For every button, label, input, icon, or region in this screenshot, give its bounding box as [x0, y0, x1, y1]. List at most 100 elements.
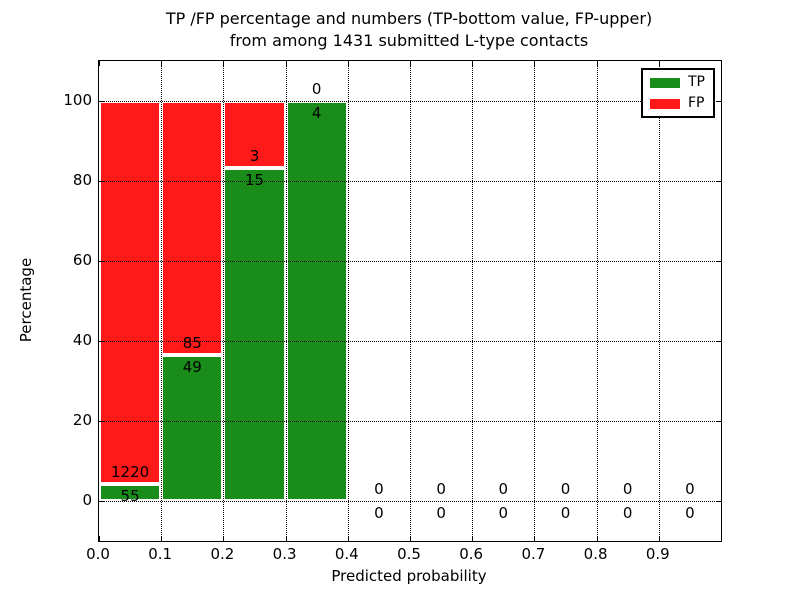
x-tick: [161, 536, 163, 541]
y-tick-label: 100: [63, 91, 92, 109]
bar-tp-segment: [161, 354, 224, 501]
y-tick: [99, 261, 104, 262]
v-gridline: [534, 61, 536, 541]
v-gridline: [285, 61, 287, 541]
legend-fp-label: FP: [688, 95, 705, 111]
y-tick-right: [716, 261, 721, 262]
x-tick: [410, 536, 411, 541]
x-tick: [596, 536, 598, 541]
bar-count-labels-layer: 1220 55 85 49 3 15 0 4 0 0 0 0 0 0 0 0 0 0 0 0: [99, 61, 721, 541]
x-tick-top: [534, 61, 536, 66]
tp-count-label: 55: [120, 486, 140, 505]
tp-count-label: 0: [685, 504, 695, 522]
v-gridline: [472, 61, 474, 541]
ticks-layer: [99, 61, 721, 541]
plot-area: 1220 55 85 49 3 15 0 4 0 0 0 0 0 0 0 0 0 0 0 0 TP FP: [98, 60, 722, 542]
x-tick-label: 0.1: [148, 545, 173, 563]
y-tick-label: 60: [72, 251, 92, 269]
fp-count-label: 85: [182, 333, 202, 352]
v-gridline: [223, 61, 225, 541]
tp-count-label: 0: [498, 504, 509, 522]
fp-count-label: 0: [374, 480, 384, 498]
x-tick-label: 0.7: [521, 545, 546, 563]
tp-count-label: 4: [311, 104, 322, 122]
bar-tp-segment: [285, 101, 348, 501]
x-tick: [99, 536, 100, 541]
legend-tp-swatch: [650, 77, 680, 88]
v-gridline: [410, 61, 411, 541]
x-tick-label: 0.5: [397, 545, 421, 563]
x-tick-label: 0.9: [645, 545, 670, 563]
x-tick: [285, 536, 287, 541]
y-tick: [99, 501, 104, 502]
x-axis-label: Predicted probability: [331, 567, 487, 585]
chart-title-line2: from among 1431 submitted L-type contact…: [229, 31, 589, 50]
x-tick: [658, 536, 660, 541]
y-tick-right: [716, 181, 721, 182]
legend: TP FP: [641, 68, 715, 118]
chart-title: TP /FP percentage and numbers (TP-bottom…: [98, 8, 720, 52]
x-tick-top: [161, 61, 163, 66]
bars-layer: [99, 61, 721, 541]
tp-count-label: 0: [374, 504, 384, 522]
y-tick-right: [716, 421, 721, 422]
tp-count-label: 49: [182, 357, 202, 376]
y-tick: [99, 181, 104, 182]
x-tick-top: [596, 61, 598, 66]
tp-count-label: 0: [622, 504, 633, 522]
x-tick: [223, 536, 225, 541]
fp-count-label: 3: [249, 146, 260, 165]
y-tick-right: [716, 101, 721, 102]
y-tick-right: [716, 501, 721, 502]
x-tick-label: 0.0: [86, 545, 110, 563]
y-tick: [99, 341, 104, 342]
fp-count-label: 0: [311, 80, 322, 98]
x-tick-top: [410, 61, 411, 66]
x-tick-label: 0.3: [272, 545, 297, 563]
tp-count-label: 0: [436, 504, 446, 522]
v-gridline: [347, 61, 349, 541]
y-tick-right: [716, 341, 721, 342]
legend-tp-label: TP: [688, 74, 705, 90]
y-tick: [99, 421, 104, 422]
v-gridline: [658, 61, 660, 541]
x-tick-top: [472, 61, 474, 66]
v-gridline: [596, 61, 598, 541]
fp-count-label: 0: [436, 480, 446, 498]
y-axis-label: Percentage: [17, 257, 35, 343]
fp-count-label: 1220: [111, 462, 150, 481]
bar-fp-segment: [161, 101, 224, 355]
x-tick-top: [658, 61, 660, 66]
legend-row-fp: FP: [650, 96, 705, 111]
tp-count-label: 0: [560, 504, 571, 522]
bar-fp-segment: [99, 101, 162, 484]
y-tick-label: 20: [72, 411, 92, 429]
legend-fp-swatch: [650, 98, 680, 109]
x-tick-label: 0.2: [210, 545, 235, 563]
fp-count-label: 0: [498, 480, 509, 498]
x-tick-label: 0.6: [459, 545, 484, 563]
fp-count-label: 0: [622, 480, 633, 498]
x-tick: [534, 536, 536, 541]
fp-count-label: 0: [560, 480, 571, 498]
x-tick-top: [347, 61, 349, 66]
x-tick: [347, 536, 349, 541]
bar-tp-segment: [223, 167, 286, 501]
x-tick: [472, 536, 474, 541]
chart-title-line1: TP /FP percentage and numbers (TP-bottom…: [165, 9, 653, 28]
x-tick-top: [285, 61, 287, 66]
x-tick-label: 0.8: [583, 545, 608, 563]
x-tick-top: [223, 61, 225, 66]
y-tick-label: 0: [82, 491, 92, 509]
tp-count-label: 15: [244, 170, 265, 189]
v-gridline: [161, 61, 163, 541]
y-tick-label: 40: [72, 331, 92, 349]
fp-count-label: 0: [685, 480, 695, 498]
bar-fp-segment: [223, 101, 286, 168]
grid-layer: [99, 61, 721, 541]
x-tick-top: [99, 61, 100, 66]
legend-row-tp: TP: [650, 75, 705, 90]
bar-tp-segment: [99, 483, 162, 501]
y-tick-label: 80: [72, 171, 92, 189]
